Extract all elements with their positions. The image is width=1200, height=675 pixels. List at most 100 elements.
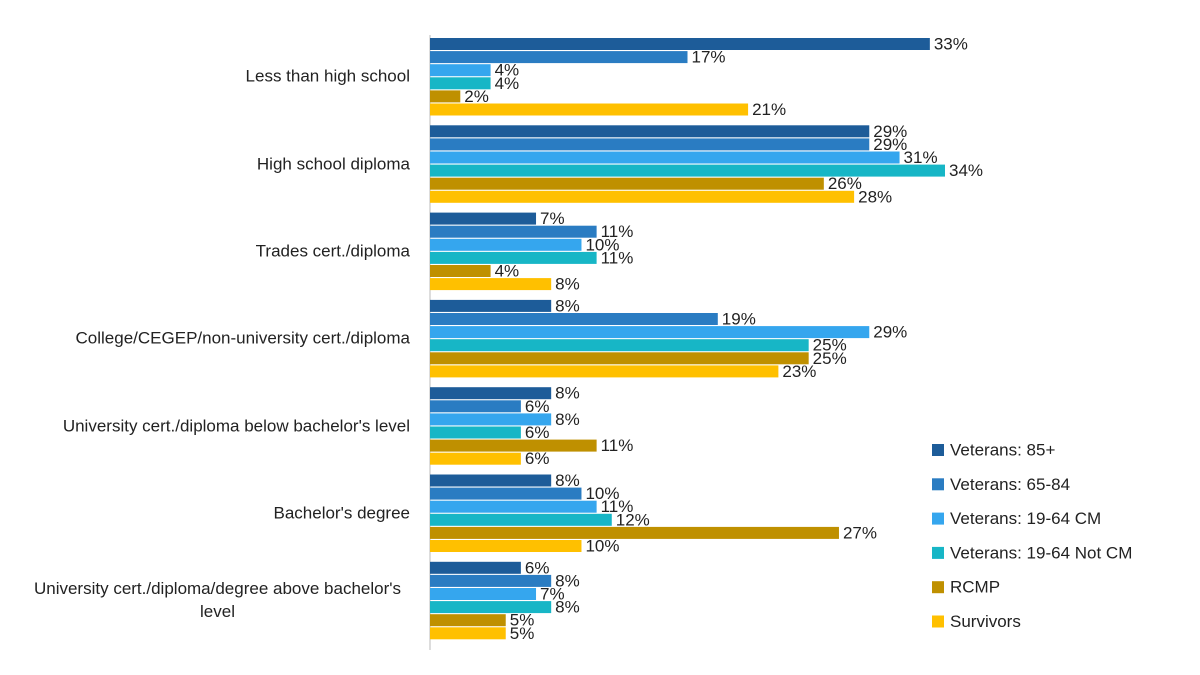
value-label: 21% (752, 100, 786, 119)
category-label: Bachelor's degree (273, 503, 411, 523)
value-label: 4% (495, 61, 520, 80)
bar (430, 500, 597, 513)
value-label: 11% (601, 222, 634, 241)
legend-swatch (932, 546, 944, 559)
legend-label: Veterans: 65-84 (950, 475, 1070, 494)
bar (430, 601, 552, 614)
bar (430, 103, 749, 116)
value-label: 7% (540, 584, 565, 603)
bar (430, 426, 521, 439)
legend-label: Survivors (950, 612, 1021, 631)
value-label: 27% (843, 523, 877, 542)
legend-swatch (932, 615, 944, 628)
bar (430, 474, 552, 487)
value-label: 8% (555, 410, 580, 429)
value-label: 25% (813, 349, 847, 368)
bar (430, 487, 582, 500)
bar (430, 352, 809, 365)
value-label: 17% (692, 48, 726, 67)
value-label: 11% (601, 497, 634, 516)
value-label: 6% (525, 449, 550, 468)
legend-label: RCMP (950, 578, 1000, 597)
value-label: 5% (510, 611, 535, 630)
bar (430, 177, 824, 190)
bar (430, 588, 537, 600)
category-label: High school diploma (256, 154, 410, 174)
value-label: 8% (555, 598, 580, 617)
bar (430, 365, 779, 378)
value-label: 6% (525, 558, 550, 577)
category-label: Less than high school (245, 66, 410, 86)
bar (430, 561, 521, 574)
bar (430, 77, 491, 90)
bar (430, 138, 870, 151)
bar (430, 526, 839, 539)
bar (430, 627, 506, 640)
value-label: 31% (904, 148, 938, 167)
bar (430, 339, 809, 352)
value-label: 4% (495, 261, 520, 280)
value-label: 7% (540, 209, 565, 228)
bar (430, 387, 552, 400)
value-label: 10% (585, 235, 619, 254)
category-label: University cert./diploma/degree above ba… (33, 579, 402, 622)
bar (430, 540, 582, 552)
value-label: 8% (555, 471, 580, 490)
bar (430, 574, 552, 587)
bar (430, 238, 582, 251)
value-label: 8% (555, 296, 580, 315)
bar (430, 164, 945, 177)
value-label: 33% (934, 34, 968, 53)
bar (430, 90, 461, 103)
bar (430, 265, 491, 277)
bar (430, 313, 718, 325)
category-label: College/CEGEP/non-university cert./diplo… (75, 328, 410, 348)
value-label: 8% (555, 571, 580, 590)
bar (430, 452, 521, 465)
value-label: 26% (828, 174, 862, 193)
value-label: 11% (601, 436, 634, 455)
legend-label: Veterans: 85+ (950, 440, 1055, 459)
value-label: 8% (555, 275, 580, 294)
legend-label: Veterans: 19-64 Not CM (950, 543, 1132, 562)
value-label: 6% (525, 397, 550, 416)
value-label: 19% (722, 309, 756, 328)
value-label: 29% (873, 323, 907, 342)
value-label: 2% (464, 87, 489, 106)
value-label: 4% (495, 74, 520, 93)
value-label: 29% (873, 122, 907, 141)
legend-label: Veterans: 19-64 CM (950, 509, 1101, 528)
value-label: 6% (525, 423, 550, 442)
bar (430, 400, 521, 413)
value-label: 34% (949, 161, 983, 180)
bar (430, 151, 900, 164)
bar (430, 212, 537, 225)
value-label: 10% (585, 484, 619, 503)
bar (430, 326, 870, 339)
value-label: 23% (782, 362, 816, 381)
legend-swatch (932, 444, 944, 456)
bar (430, 614, 506, 627)
legend-swatch (932, 478, 944, 491)
bar (430, 439, 597, 452)
value-label: 8% (555, 384, 580, 403)
value-label: 11% (601, 248, 634, 267)
value-label: 5% (510, 624, 535, 643)
bar (430, 299, 552, 312)
bar (430, 190, 855, 203)
value-label: 10% (585, 536, 619, 555)
bar (430, 125, 870, 138)
bar (430, 225, 597, 238)
bar (430, 51, 688, 64)
bar (430, 38, 930, 50)
bar (430, 278, 552, 291)
bar (430, 64, 491, 77)
category-label: Trades cert./diploma (255, 241, 410, 261)
value-label: 29% (873, 135, 907, 154)
category-label: University cert./diploma below bachelor'… (62, 416, 410, 436)
legend-swatch (932, 581, 944, 594)
value-label: 25% (813, 336, 847, 355)
bar (430, 413, 552, 426)
